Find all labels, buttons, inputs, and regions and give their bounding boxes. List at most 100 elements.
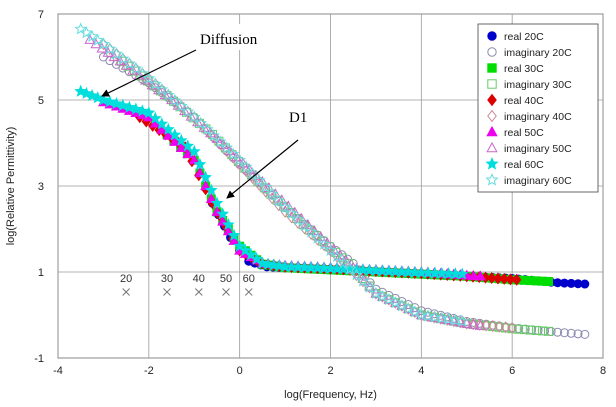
data-point: [168, 128, 182, 141]
data-point: [468, 318, 478, 331]
data-point: [213, 135, 227, 148]
data-point: [291, 213, 305, 226]
y-tick-label: 5: [38, 95, 44, 107]
y-tick-label: 3: [38, 181, 44, 193]
data-point: [142, 71, 156, 84]
data-point: [127, 64, 139, 75]
temperature-mark-label: 40: [193, 273, 205, 285]
data-point: [474, 270, 486, 281]
tick-labels: -4 -2 0 2 4 6 8 -1 1 3 5 7: [34, 9, 606, 377]
data-point: [120, 59, 132, 70]
data-point: [474, 319, 486, 330]
data-point: [272, 193, 285, 207]
legend-label: real 50C: [504, 127, 544, 139]
temperature-mark-x: [222, 288, 230, 296]
data-point: [363, 280, 376, 293]
data-point: [494, 320, 504, 333]
data-point: [396, 299, 408, 310]
data-point: [155, 117, 169, 130]
legend-label: real 40C: [504, 95, 544, 107]
data-point: [220, 141, 234, 154]
data-point: [519, 325, 529, 335]
data-point: [204, 183, 218, 196]
data-point: [174, 133, 188, 146]
data-point: [544, 326, 553, 336]
data-point: [507, 321, 517, 334]
legend-label: real 20C: [504, 31, 544, 43]
annotation-d1: D1: [289, 110, 307, 126]
data-point: [462, 317, 472, 330]
data-point: [537, 326, 547, 336]
data-point: [193, 157, 207, 170]
data-point: [169, 135, 181, 146]
data-point: [174, 99, 188, 112]
data-point: [285, 206, 298, 220]
data-point: [442, 312, 455, 325]
legend-label: imaginary 30C: [504, 79, 572, 91]
legend-marker: [486, 125, 498, 137]
temperature-mark-x: [244, 288, 253, 296]
data-point: [512, 273, 522, 286]
data-point: [343, 262, 357, 275]
legend-box: [477, 23, 599, 193]
data-point: [487, 271, 497, 285]
data-point: [395, 299, 409, 312]
data-marks: [74, 22, 590, 339]
data-point: [226, 147, 240, 160]
x-tick-label: 2: [327, 365, 333, 377]
data-point: [559, 328, 569, 338]
data-point: [488, 320, 498, 333]
data-point: [194, 116, 208, 129]
data-point: [265, 187, 279, 200]
legend-marker: [487, 79, 497, 89]
data-point: [103, 42, 117, 55]
data-point: [566, 328, 576, 338]
data-point: [356, 274, 370, 287]
annotations: Diffusion D1: [101, 24, 323, 199]
data-point: [175, 142, 187, 153]
data-point: [168, 93, 182, 107]
data-point: [449, 313, 462, 326]
data-point: [369, 286, 383, 299]
data-point: [122, 57, 136, 70]
data-point: [414, 308, 428, 321]
data-point: [501, 321, 511, 334]
data-point: [182, 148, 194, 159]
legend-marker: [486, 141, 498, 153]
data-point: [246, 167, 260, 180]
data-point: [210, 196, 224, 209]
data-point: [350, 268, 363, 281]
legend-label: real 60C: [504, 159, 544, 171]
temperature-mark-x: [194, 288, 203, 296]
data-point: [468, 318, 480, 329]
data-point: [401, 302, 415, 315]
data-point: [553, 327, 563, 337]
legend-label: imaginary 20C: [504, 47, 572, 59]
data-point: [200, 122, 214, 135]
data-point: [259, 180, 273, 193]
data-point: [97, 93, 110, 106]
legend-marker: [487, 63, 497, 73]
data-point: [580, 329, 590, 339]
x-axis-label: log(Frequency, Hz): [284, 389, 377, 401]
data-point: [493, 272, 503, 285]
data-point: [110, 96, 123, 110]
data-point: [435, 311, 449, 324]
data-point: [79, 26, 93, 39]
data-point: [513, 324, 523, 334]
data-point: [142, 106, 156, 119]
temperature-mark-x: [122, 288, 130, 296]
data-point: [133, 69, 145, 80]
x-tick-label: 0: [237, 365, 243, 377]
data-point: [317, 237, 331, 250]
data-point: [525, 325, 535, 335]
legend-label: imaginary 50C: [504, 143, 572, 155]
data-point: [376, 290, 388, 301]
data-point: [222, 225, 234, 236]
y-tick-label: -1: [34, 353, 44, 365]
data-point: [216, 207, 230, 220]
arrow-d1: [226, 139, 299, 199]
legend-marker: [487, 47, 497, 57]
data-point: [233, 153, 247, 166]
data-point: [370, 287, 382, 298]
